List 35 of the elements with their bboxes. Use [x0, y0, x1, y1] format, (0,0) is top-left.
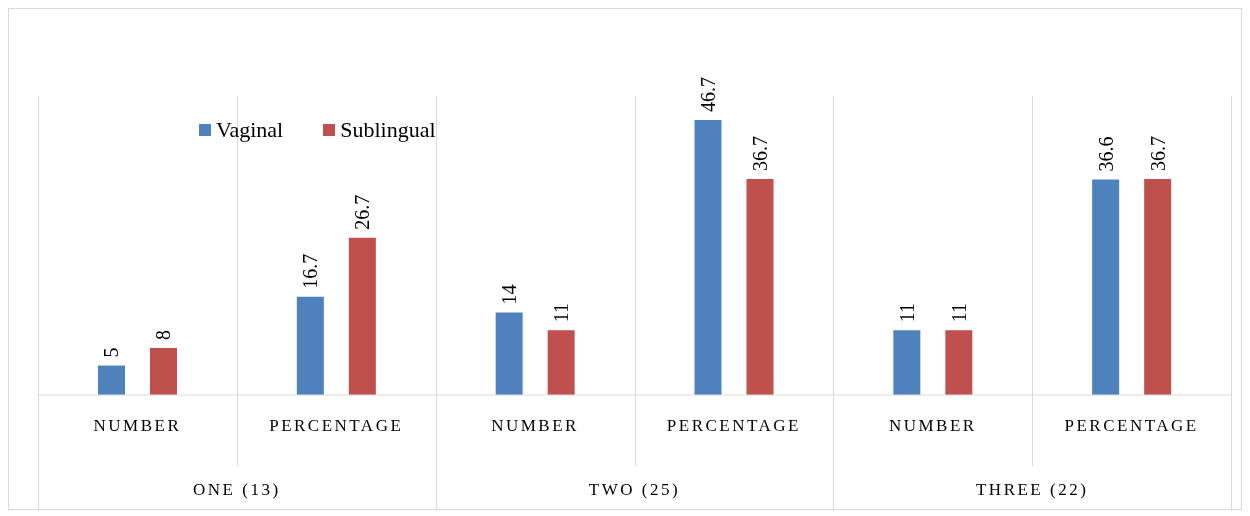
data-label: 14 — [498, 284, 521, 305]
bar — [1144, 178, 1172, 395]
bar — [150, 347, 177, 395]
data-label: 11 — [550, 302, 573, 323]
bar — [1092, 179, 1120, 395]
x-tick-label: PERCENTAGE — [269, 416, 404, 435]
data-label: 36.7 — [749, 135, 771, 171]
bar — [98, 365, 125, 395]
text: THREE (22) — [975, 480, 1090, 500]
bar — [893, 330, 921, 395]
bar — [746, 178, 774, 395]
bar — [945, 330, 973, 395]
bar — [547, 330, 575, 395]
x-tick-label: PERCENTAGE — [1064, 416, 1199, 435]
data-label: 11 — [895, 302, 918, 323]
data-label: 46.7 — [697, 77, 719, 112]
bar — [495, 312, 523, 395]
x-tick-label: NUMBER — [888, 416, 977, 435]
text: TWO (25) — [587, 480, 682, 500]
data-label: 36.6 — [1094, 136, 1117, 172]
data-label: 5 — [100, 347, 123, 358]
x-tick-label: NUMBER — [491, 416, 579, 435]
data-label: 26.7 — [351, 194, 374, 230]
x-tick-label: PERCENTAGE — [666, 416, 801, 435]
bar — [348, 237, 376, 395]
text: ONE (13) — [192, 480, 282, 500]
data-label: 11 — [947, 302, 970, 323]
bar — [694, 120, 722, 395]
legend-label: Vaginal — [216, 117, 284, 143]
x-tick-label: NUMBER — [93, 416, 182, 435]
data-label: 16.7 — [299, 253, 322, 289]
data-label: 36.7 — [1146, 135, 1169, 171]
legend-label: Sublingual — [340, 117, 436, 143]
data-label: 8 — [152, 329, 175, 340]
bar — [296, 296, 324, 395]
